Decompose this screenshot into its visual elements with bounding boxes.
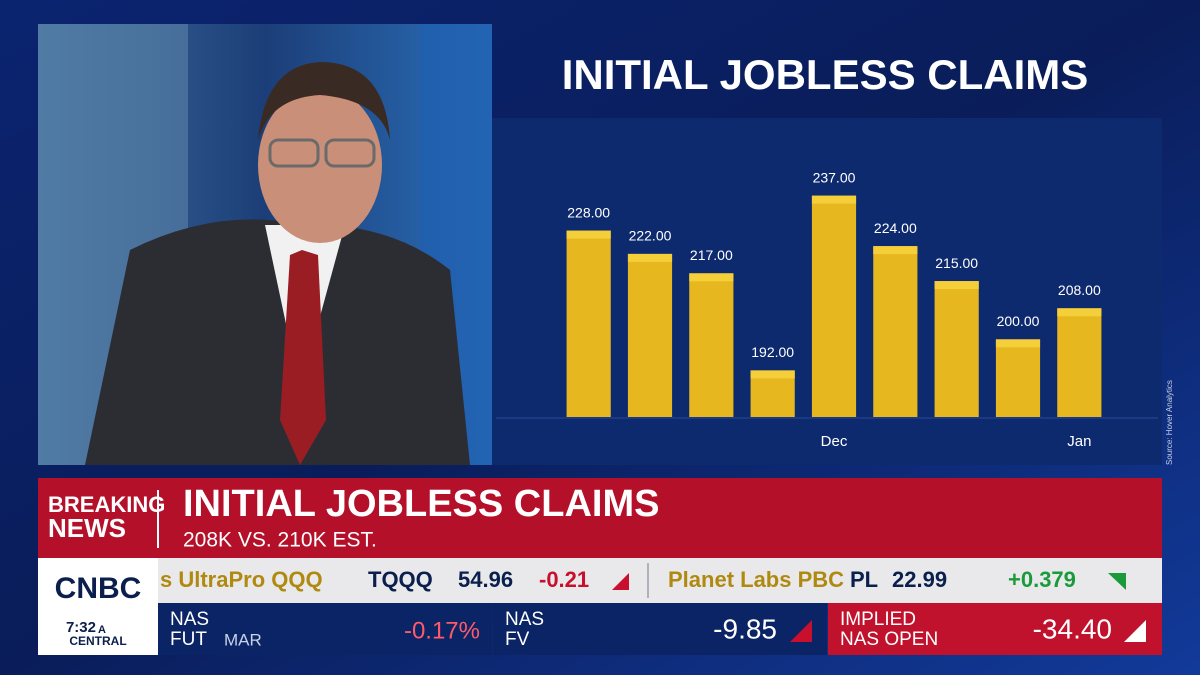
quote-label: NAS xyxy=(505,609,544,630)
quote-label: FV xyxy=(505,629,530,650)
value-label: 237.00 xyxy=(813,169,856,185)
ticker-price: 54.96 xyxy=(458,567,513,592)
quote-panel xyxy=(493,603,827,655)
value-label: 224.00 xyxy=(874,220,917,236)
ticker-name: Planet Labs PBC xyxy=(668,567,844,592)
bar-cap xyxy=(934,281,979,290)
source-note: Source: Hover Analytics xyxy=(1165,380,1174,465)
value-label: 222.00 xyxy=(629,228,672,244)
bar-cap xyxy=(811,195,857,204)
quote-value: -34.40 xyxy=(1033,613,1112,644)
bar-cap xyxy=(627,253,673,262)
bar xyxy=(811,195,857,417)
bar xyxy=(934,281,979,417)
value-label: 217.00 xyxy=(690,247,733,263)
bar-chart: 228.00 222.00 217.00 192.00 Dec 237.00 224.00 2… xyxy=(496,169,1158,450)
value-label: 215.00 xyxy=(935,255,978,271)
banner-tag: NEWS xyxy=(48,513,126,543)
network-logo: CNBC xyxy=(55,572,142,605)
ticker-change: +0.379 xyxy=(1008,567,1076,592)
quote-label: NAS OPEN xyxy=(840,629,938,650)
x-tick-label: Dec xyxy=(821,433,848,450)
ticker-name: s UltraPro QQQ xyxy=(160,567,323,592)
banner-tag: BREAKING xyxy=(48,492,165,517)
quote-value: -9.85 xyxy=(713,613,777,644)
ticker-change: -0.21 xyxy=(539,567,589,592)
video-feed xyxy=(38,24,492,465)
bar-cap xyxy=(750,370,795,379)
bar-cap xyxy=(566,230,611,239)
quote-label: NAS xyxy=(170,609,209,630)
bar-cap xyxy=(873,246,918,255)
x-tick-label: Jan xyxy=(1067,433,1091,450)
down-arrow xyxy=(612,573,629,590)
bar xyxy=(566,230,611,417)
bar xyxy=(995,339,1041,417)
ticker-price: 22.99 xyxy=(892,567,947,592)
quote-label: FUT xyxy=(170,629,207,650)
network-box xyxy=(38,558,158,655)
subhead: 208K VS. 210K EST. xyxy=(183,529,377,552)
quote-label: IMPLIED xyxy=(840,609,916,630)
quote-panel xyxy=(828,603,1162,655)
bar xyxy=(1057,308,1102,417)
headline: INITIAL JOBLESS CLAIMS xyxy=(183,483,659,525)
breaking-banner xyxy=(38,478,1162,558)
bar xyxy=(873,246,918,417)
chart-title: INITIAL JOBLESS CLAIMS xyxy=(562,51,1089,98)
value-label: 192.00 xyxy=(751,344,794,360)
quote-detail: MAR xyxy=(224,630,262,649)
ticker-symbol: TQQQ xyxy=(368,567,433,592)
quote-value: -0.17% xyxy=(404,617,480,644)
clock-zone: CENTRAL xyxy=(69,634,126,648)
ticker-symbol: PL xyxy=(850,567,878,592)
down-arrow xyxy=(1124,620,1146,642)
clock-time: 7:32 xyxy=(66,619,96,636)
bar xyxy=(627,253,673,417)
clock-meridiem: A xyxy=(98,624,106,636)
bar-cap xyxy=(1057,308,1102,317)
bar-cap xyxy=(995,339,1041,348)
value-label: 200.00 xyxy=(997,313,1040,329)
up-arrow xyxy=(1108,573,1126,590)
bar-cap xyxy=(689,273,734,282)
value-label: 208.00 xyxy=(1058,282,1101,298)
ticker-bar xyxy=(158,558,1162,603)
quote-panel xyxy=(158,603,492,655)
bar xyxy=(689,273,734,417)
down-arrow xyxy=(790,620,812,642)
value-label: 228.00 xyxy=(567,204,610,220)
